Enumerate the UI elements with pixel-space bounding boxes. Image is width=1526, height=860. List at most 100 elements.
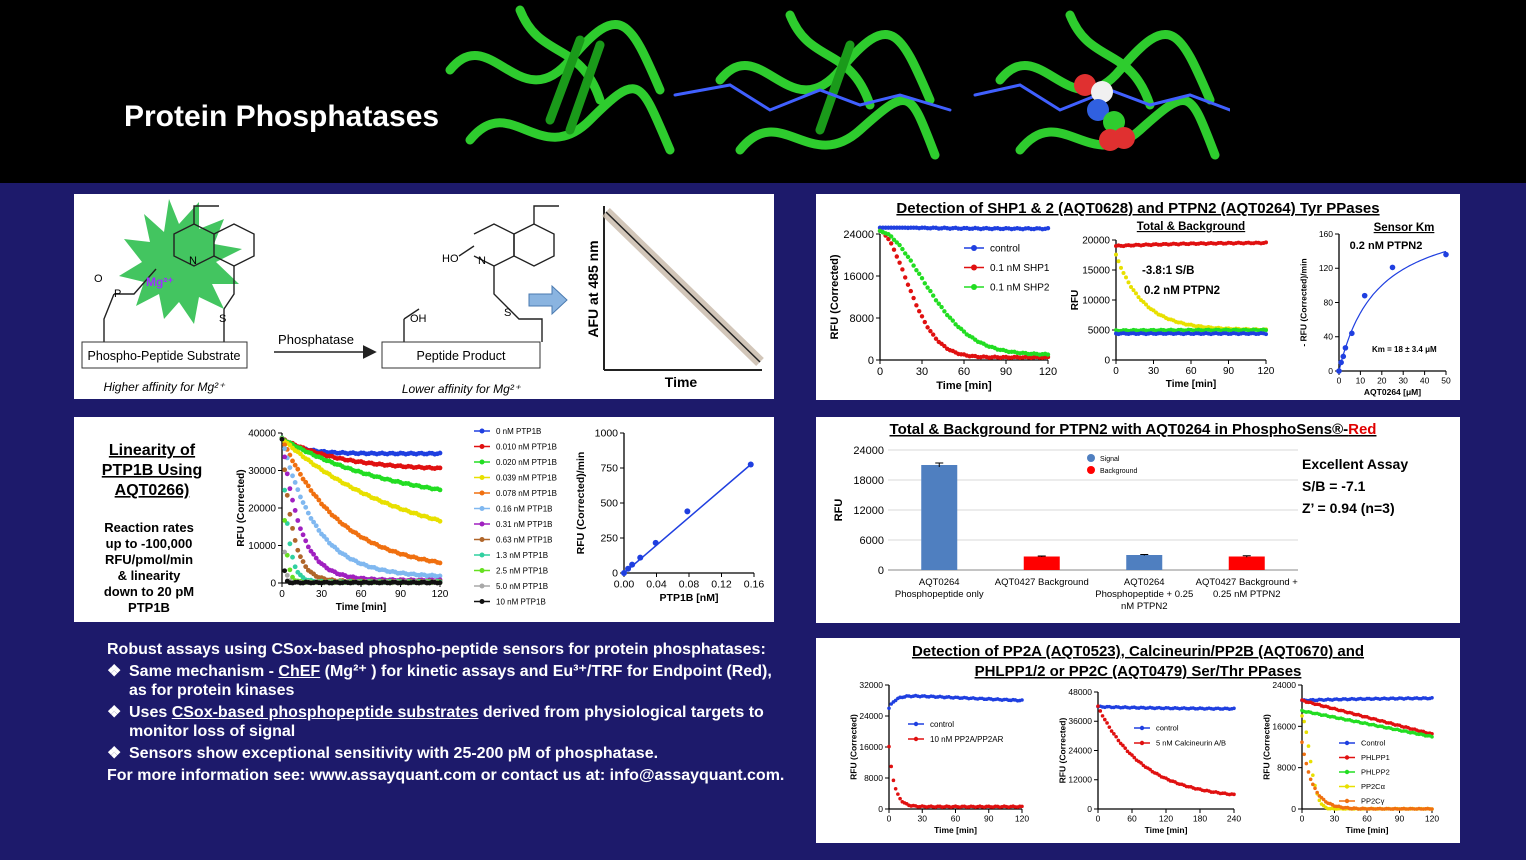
data-point xyxy=(625,565,632,572)
data-point xyxy=(928,328,933,334)
legend-label: 0.020 nM PTP1B xyxy=(496,458,557,467)
data-point xyxy=(1340,353,1347,360)
y-tick-label: 6000 xyxy=(860,535,884,547)
data-point xyxy=(290,458,295,464)
y-tick-label: 8000 xyxy=(850,313,874,325)
legend-label: 0.1 nM SHP1 xyxy=(990,263,1050,274)
legend-marker xyxy=(1139,740,1145,746)
data-point xyxy=(1304,761,1309,766)
protein-ribbon-3 xyxy=(973,10,1230,160)
x-tick-label: 0.08 xyxy=(679,579,700,591)
legend-label: control xyxy=(930,720,954,729)
data-point xyxy=(891,237,897,242)
data-point xyxy=(1103,717,1107,722)
legend-label: 5 nM Calcineurin A/B xyxy=(1156,739,1226,748)
data-point xyxy=(891,778,896,783)
substrates-link[interactable]: CSox-based phosphopeptide substrates xyxy=(171,704,479,721)
legend-marker xyxy=(479,568,485,573)
data-point xyxy=(1107,725,1112,729)
series-pp2c- xyxy=(1300,740,1434,811)
data-point xyxy=(1144,302,1148,307)
legend-label: PHLPP1 xyxy=(1361,753,1390,762)
data-point xyxy=(893,786,898,791)
right-arrow-icon xyxy=(528,284,568,316)
legend-label: 0 nM PTP1B xyxy=(496,427,541,436)
data-point xyxy=(891,247,897,252)
data-point xyxy=(1136,295,1141,300)
data-point xyxy=(1119,265,1123,270)
signal-inset-chart: AFU at 485 nm Time xyxy=(585,206,764,390)
data-point xyxy=(1105,721,1109,725)
data-point xyxy=(903,251,908,256)
y-tick-label: 8000 xyxy=(864,773,883,783)
x-tick-label: 50 xyxy=(1441,376,1451,386)
legend-marker xyxy=(479,475,485,480)
data-point xyxy=(437,465,443,471)
series-10-nm-ptp1b xyxy=(279,436,443,586)
data-point xyxy=(303,538,309,544)
x-tick-label: 240 xyxy=(1227,814,1241,824)
bar xyxy=(1228,556,1265,570)
bullet-diamond-icon: ❖ xyxy=(107,704,122,721)
linearity-panel: Linearity of PTP1B Using AQT0266) Reacti… xyxy=(74,417,774,622)
pp2-panel-title-2: PHLPP1/2 or PP2C (AQT0479) Ser/Thr PPase… xyxy=(975,663,1302,680)
legend-label: PP2Cγ xyxy=(1361,797,1385,806)
oxygen-label: O xyxy=(94,273,103,285)
data-point xyxy=(303,504,309,510)
data-point xyxy=(1264,332,1268,337)
data-point xyxy=(950,318,955,323)
data-point xyxy=(1302,719,1306,724)
data-point xyxy=(284,492,290,498)
data-point xyxy=(908,258,913,263)
series-10-nm-pp2a-pp2ar xyxy=(887,744,1024,809)
data-point xyxy=(959,326,964,332)
legend-marker xyxy=(479,428,485,434)
tb-panel-title: Total & Background for PTPN2 with AQT026… xyxy=(890,421,1377,438)
x-tick-label: 60 xyxy=(958,366,970,378)
data-point xyxy=(305,510,311,516)
linearity-note-2: up to -100,000 xyxy=(106,536,193,551)
y-tick-label: 12000 xyxy=(853,505,884,517)
category-label: AQT0264 xyxy=(919,577,960,588)
data-point xyxy=(313,494,319,499)
chart-subtitle: 0.2 nM PTPN2 xyxy=(1350,240,1423,252)
data-point xyxy=(292,538,298,543)
data-point xyxy=(282,549,288,555)
series-0-039-nm-ptp1b xyxy=(279,436,443,524)
data-point xyxy=(292,508,298,513)
legend-label: 10 nM PTP1B xyxy=(496,597,546,606)
legend-label: PHLPP2 xyxy=(1361,768,1390,777)
chart-annotation: 0.2 nM PTPN2 xyxy=(1144,285,1220,297)
data-point xyxy=(282,446,288,452)
legend-marker xyxy=(479,459,485,465)
y-tick-label: 40000 xyxy=(248,429,276,440)
data-point xyxy=(919,314,925,319)
data-point xyxy=(305,544,311,550)
linearity-note-4: & linearity xyxy=(118,568,182,583)
y-tick-label: 5000 xyxy=(1088,326,1111,337)
inset-x-label: Time xyxy=(665,374,698,390)
legend-label: 0.31 nM PTP1B xyxy=(496,520,552,529)
pp2a-chart: 0 8000 16000 24000 32000 0 30 60 90 120 Time [min]… xyxy=(849,680,1030,835)
x-tick-label: 90 xyxy=(1223,366,1235,377)
x-tick-label: 0 xyxy=(1337,376,1342,386)
legend-label: 0.078 nM PTP1B xyxy=(496,489,557,498)
legend-label: Control xyxy=(1361,739,1386,748)
data-point xyxy=(931,293,936,298)
y-tick-label: 8000 xyxy=(1277,763,1296,773)
series-trace-3 xyxy=(1114,331,1268,337)
data-point xyxy=(282,568,288,574)
data-point xyxy=(933,336,939,341)
contact-info[interactable]: For more information see: www.assayquant… xyxy=(107,767,785,784)
y-tick-label: 0 xyxy=(878,804,883,814)
linearity-note-6: PTP1B xyxy=(128,600,170,615)
data-point xyxy=(936,301,941,306)
x-axis-label: Time [min] xyxy=(936,380,992,392)
data-point xyxy=(1116,259,1121,264)
data-point xyxy=(1114,252,1118,257)
data-point xyxy=(300,532,306,538)
legend-marker xyxy=(479,521,485,527)
y-tick-label: 16000 xyxy=(1272,721,1296,731)
shp-panel-title: Detection of SHP1 & 2 (AQT0628) and PTPN… xyxy=(896,200,1379,217)
bullet-diamond-icon: ❖ xyxy=(107,663,122,680)
